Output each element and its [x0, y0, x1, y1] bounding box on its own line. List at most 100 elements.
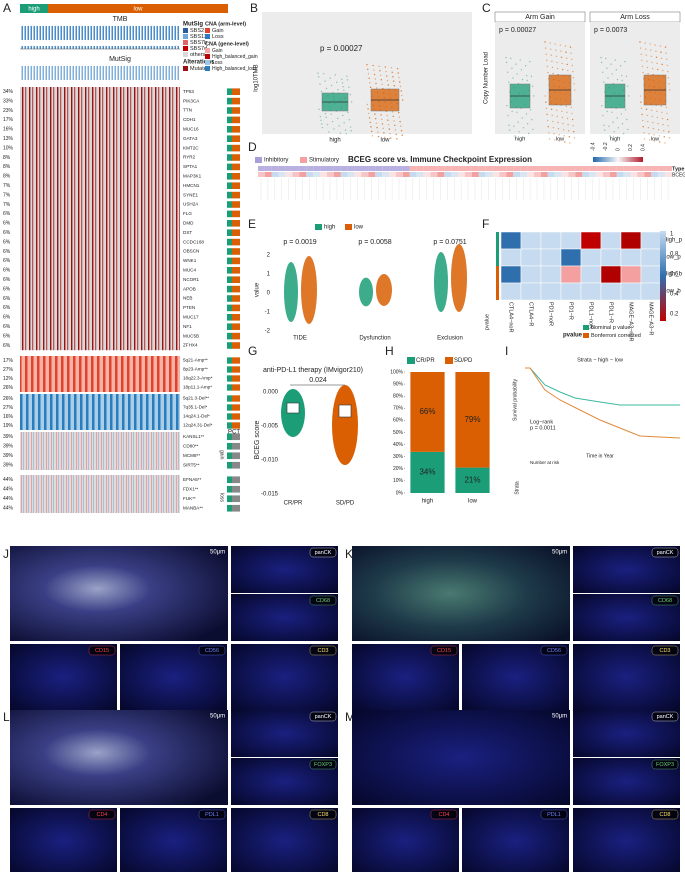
jitter-point: [626, 85, 629, 87]
jitter-point: [651, 115, 653, 118]
score-cell: [437, 172, 445, 177]
jitter-point: [397, 111, 400, 114]
label: p = 0.00027: [320, 44, 363, 53]
label: MutSig: [183, 22, 203, 28]
jitter-point: [600, 61, 603, 64]
label: p = 0.0019: [283, 239, 316, 246]
value-label: 79%: [464, 415, 480, 424]
label: OBSCN: [183, 249, 199, 254]
score-cell: [547, 172, 555, 177]
label: EFNA5**: [183, 477, 202, 482]
jitter-point: [639, 41, 641, 43]
jitter-point: [544, 41, 546, 43]
label: 6%: [3, 221, 11, 227]
jitter-point: [661, 63, 663, 66]
jitter-point: [394, 129, 397, 131]
jitter-point: [545, 53, 547, 55]
label: SBS7d: [190, 46, 207, 52]
type-cell: [637, 166, 645, 171]
jitter-point: [396, 67, 399, 70]
jitter-point: [610, 63, 612, 65]
jitter-point: [568, 130, 570, 132]
label: Log−rank: [530, 419, 553, 425]
heat-cell: [560, 231, 582, 250]
pct-bar: [227, 126, 232, 133]
type-cell: [313, 166, 321, 171]
jitter-point: [378, 65, 380, 67]
score-cell: [665, 172, 672, 177]
panel-letter: D: [248, 140, 257, 154]
pct-bar: [227, 229, 232, 236]
jitter-point: [376, 126, 378, 129]
score-cell: [292, 172, 300, 177]
label: FDX1**: [183, 486, 199, 491]
pct-bar: [232, 191, 240, 199]
jitter-point: [323, 73, 325, 75]
jitter-point: [663, 136, 665, 138]
label: 7q35.1-Del*: [183, 405, 207, 410]
jitter-point: [640, 53, 642, 55]
type-cell: [644, 166, 652, 171]
label: low: [133, 7, 143, 13]
bar: [410, 372, 445, 452]
label: MAGE−A3−R: [648, 302, 654, 335]
jitter-point: [646, 114, 648, 117]
jitter-point: [337, 89, 339, 91]
jitter-point: [651, 109, 653, 112]
label: MCM8**: [183, 453, 200, 458]
label-bg: [198, 645, 226, 656]
label: p = 0.0073: [594, 27, 627, 34]
label: 6%: [3, 249, 11, 255]
jitter-point: [639, 47, 642, 49]
jitter-point: [520, 69, 523, 71]
jitter-point: [377, 135, 380, 138]
label: NF1: [183, 324, 192, 329]
label: 16%: [3, 414, 14, 420]
jitter-point: [376, 87, 378, 89]
legend-swatch: [183, 52, 188, 57]
label: 6%: [3, 315, 11, 321]
heat-cell: [600, 265, 622, 284]
jitter-point: [620, 113, 623, 115]
label: Loss: [212, 34, 224, 40]
label: High_b: [663, 272, 683, 278]
pct-bar: [232, 413, 240, 420]
value-label: 66%: [419, 407, 435, 416]
label-bg: [88, 645, 116, 656]
pct-bar: [227, 332, 232, 340]
pct-bar: [227, 495, 232, 503]
legend-swatch: [407, 357, 415, 364]
legend-label: CR/PR: [416, 358, 435, 364]
type-cell: [651, 166, 659, 171]
jitter-point: [522, 127, 525, 129]
jitter-point: [321, 126, 324, 129]
label: others: [190, 52, 206, 58]
jitter-point: [661, 117, 664, 120]
jitter-point: [662, 123, 664, 126]
pct-bar: [232, 126, 240, 133]
jitter-point: [383, 132, 385, 134]
pct-bar: [232, 135, 240, 142]
score-cell: [258, 172, 265, 177]
score-cell: [506, 172, 514, 177]
y-tick-label: 10%: [393, 478, 404, 484]
label: 39%: [3, 444, 14, 450]
type-cell: [603, 166, 610, 171]
jitter-point: [622, 132, 625, 135]
jitter-point: [370, 126, 372, 128]
jitter-point: [559, 44, 561, 46]
label: Loss: [212, 60, 223, 66]
jitter-point: [350, 130, 353, 132]
violin: [434, 252, 448, 312]
jitter-point: [532, 128, 534, 131]
group-bar: [48, 4, 228, 13]
jitter-point: [647, 126, 650, 129]
type-cell: [478, 166, 486, 171]
jitter-point: [367, 108, 369, 110]
legend-swatch: [205, 66, 210, 71]
label-bg: [309, 595, 337, 606]
type-cell: [492, 166, 500, 171]
jitter-point: [571, 58, 573, 61]
label: 8%: [3, 155, 11, 161]
jitter-point: [645, 108, 648, 111]
